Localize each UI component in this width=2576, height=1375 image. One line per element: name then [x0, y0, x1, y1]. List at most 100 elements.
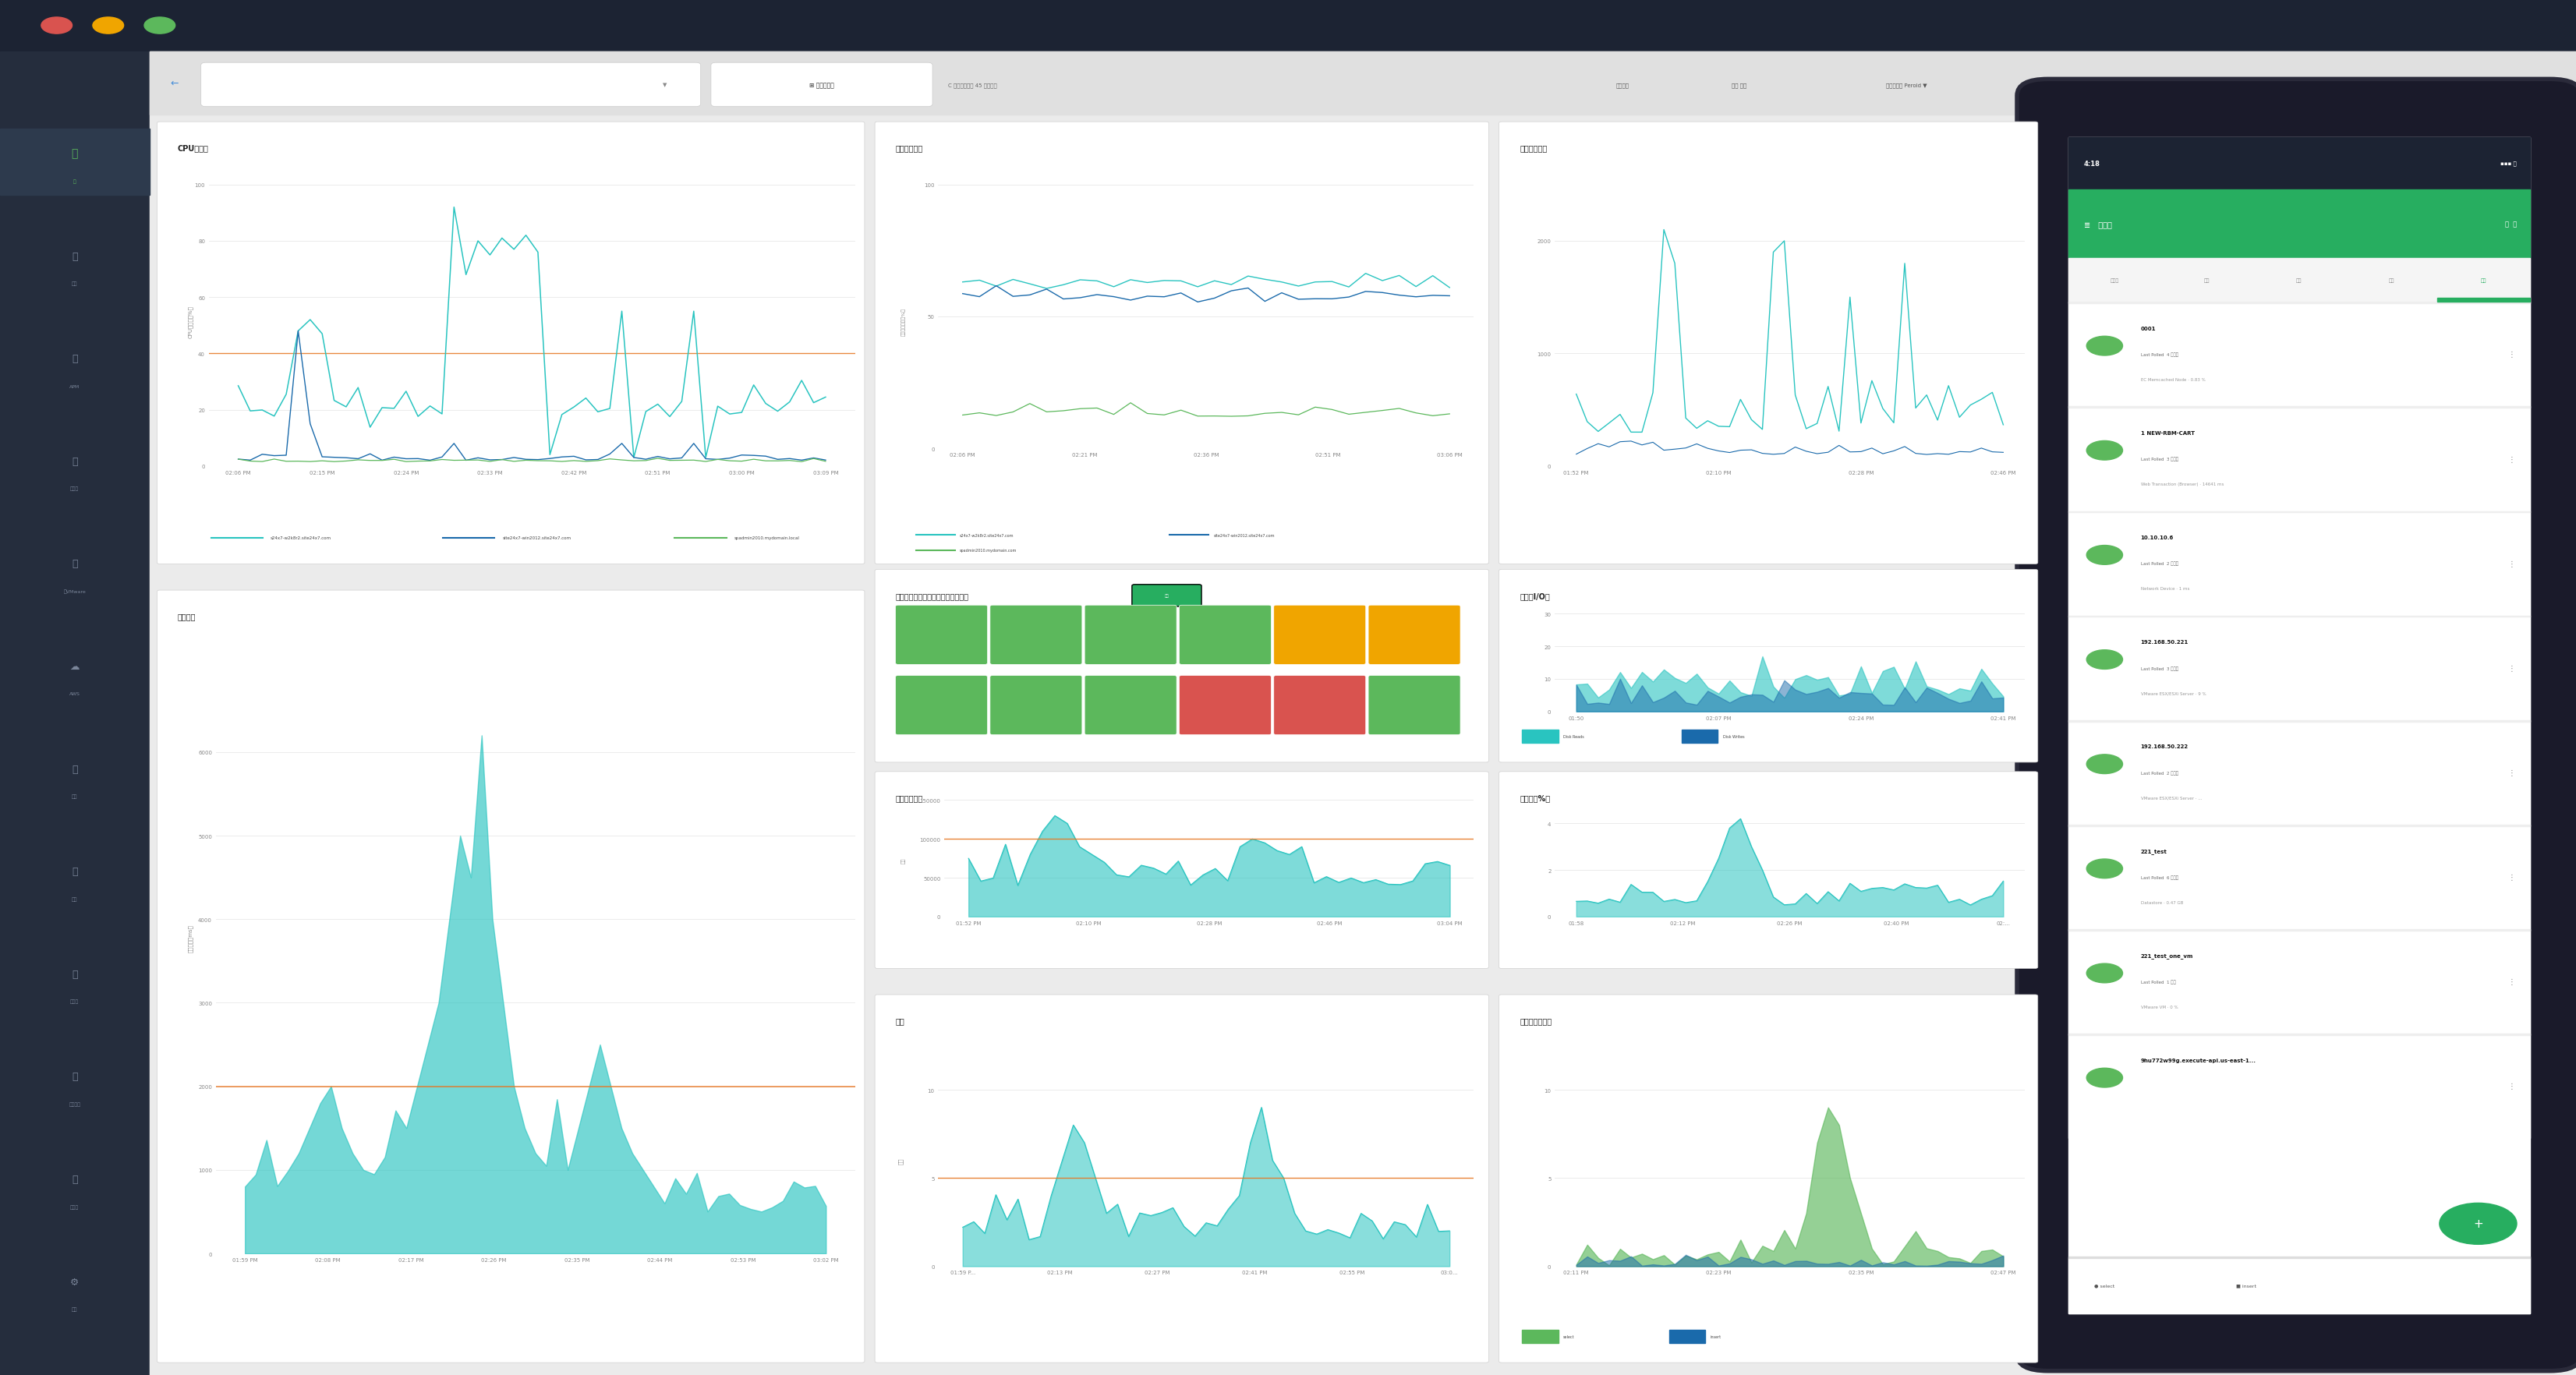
- Text: 4:18: 4:18: [2084, 160, 2099, 168]
- Text: ⚙: ⚙: [70, 1276, 80, 1287]
- Bar: [2069, 407, 2530, 512]
- Text: Last Polled  6 分鐘前: Last Polled 6 分鐘前: [2141, 874, 2179, 880]
- FancyBboxPatch shape: [1084, 605, 1177, 665]
- Bar: [1522, 1330, 1558, 1343]
- Text: VMware ESX/ESXi Server · 9 %: VMware ESX/ESXi Server · 9 %: [2141, 692, 2205, 696]
- Bar: [2069, 1258, 2530, 1313]
- Text: C 最近更新時間 45 第二年官: C 最近更新時間 45 第二年官: [948, 82, 997, 88]
- Text: Network Device · 1 ms: Network Device · 1 ms: [2141, 587, 2190, 591]
- Text: ⊞ 編輯儀表板: ⊞ 編輯儀表板: [809, 81, 835, 89]
- Text: ● select: ● select: [2094, 1284, 2115, 1287]
- Circle shape: [2087, 650, 2123, 670]
- Text: 記憶體利用率（%）: 記憶體利用率（%）: [902, 308, 904, 336]
- Bar: [2069, 190, 2530, 258]
- FancyBboxPatch shape: [1131, 584, 1200, 606]
- Text: AWS: AWS: [70, 692, 80, 696]
- FancyBboxPatch shape: [1368, 676, 1461, 736]
- Text: 📈: 📈: [72, 1174, 77, 1184]
- Text: ≡   監控器: ≡ 監控器: [2084, 220, 2112, 228]
- Text: CPU利用率（%）: CPU利用率（%）: [188, 305, 193, 338]
- Text: Last Polled  3 分鐘前: Last Polled 3 分鐘前: [2141, 665, 2179, 671]
- Bar: [1669, 1330, 1705, 1343]
- Text: 通量: 通量: [896, 1017, 904, 1024]
- Text: 的VMware: 的VMware: [64, 590, 85, 594]
- Text: ⋮: ⋮: [2509, 560, 2514, 568]
- FancyBboxPatch shape: [157, 122, 866, 564]
- Text: 行政: 行政: [72, 1306, 77, 1312]
- Text: EC Memcached Node · 0.83 %: EC Memcached Node · 0.83 %: [2141, 378, 2205, 382]
- Circle shape: [144, 18, 175, 34]
- Text: 生的 小時: 生的 小時: [1731, 82, 1747, 88]
- Text: 應用日誌: 應用日誌: [70, 1101, 80, 1106]
- Bar: [2069, 407, 2530, 408]
- Text: 自己的: 自己的: [2110, 278, 2120, 283]
- Text: 報告書: 報告書: [70, 1204, 80, 1209]
- Text: 9hu772w99g.execute-api.us-east-1...: 9hu772w99g.execute-api.us-east-1...: [2141, 1057, 2257, 1063]
- Circle shape: [2087, 441, 2123, 461]
- FancyBboxPatch shape: [1499, 771, 2038, 968]
- Bar: [2069, 511, 2530, 616]
- Text: 向上: 向上: [2481, 278, 2486, 283]
- FancyBboxPatch shape: [2017, 80, 2576, 1371]
- Text: select: select: [1564, 1335, 1574, 1338]
- Bar: [2069, 302, 2530, 304]
- Text: Last Polled  3 分鐘前: Last Polled 3 分鐘前: [2141, 456, 2179, 462]
- Bar: [2069, 138, 2530, 1313]
- Text: 收到的數據包: 收到的數據包: [896, 795, 922, 802]
- Text: 麻煩: 麻煩: [2295, 278, 2303, 283]
- Bar: [149, 52, 2576, 115]
- Text: 🏢: 🏢: [72, 866, 77, 877]
- FancyBboxPatch shape: [1368, 605, 1461, 665]
- Bar: [2069, 1034, 2530, 1035]
- Text: 🏠: 🏠: [72, 148, 77, 160]
- Text: site24x7-win2012.site24x7.com: site24x7-win2012.site24x7.com: [1213, 534, 1275, 538]
- Text: ⋮: ⋮: [2509, 664, 2514, 672]
- Circle shape: [41, 18, 72, 34]
- Bar: [2069, 1034, 2530, 1138]
- Circle shape: [2439, 1203, 2517, 1244]
- Text: spadmin2010.mydomain.com: spadmin2010.mydomain.com: [961, 549, 1018, 553]
- FancyBboxPatch shape: [876, 771, 1489, 968]
- Text: Last Polled  1 年前: Last Polled 1 年前: [2141, 979, 2177, 984]
- FancyBboxPatch shape: [989, 605, 1082, 665]
- FancyBboxPatch shape: [1180, 605, 1270, 665]
- Text: 221_test: 221_test: [2141, 848, 2166, 854]
- Text: Datastore · 0.47 GB: Datastore · 0.47 GB: [2141, 901, 2182, 905]
- Text: 通量: 通量: [899, 1158, 904, 1163]
- Text: Last Polled  2 分鐘前: Last Polled 2 分鐘前: [2141, 561, 2179, 566]
- Text: ⋮: ⋮: [2509, 873, 2514, 881]
- Text: 🔭: 🔭: [72, 353, 77, 364]
- Circle shape: [2087, 859, 2123, 879]
- Text: 10.10.10.6: 10.10.10.6: [2141, 535, 2174, 540]
- FancyBboxPatch shape: [1273, 605, 1365, 665]
- Text: 服務器監視器的監視類型中的監視器: 服務器監視器的監視類型中的監視器: [896, 593, 969, 600]
- Text: ⋮: ⋮: [2509, 978, 2514, 986]
- Text: 新的: 新的: [1164, 594, 1170, 598]
- Text: 🌐: 🌐: [72, 252, 77, 261]
- Bar: [2069, 616, 2530, 720]
- Circle shape: [2087, 546, 2123, 565]
- Text: 192.168.50.221: 192.168.50.221: [2141, 639, 2190, 645]
- Text: Last Polled  2 分鐘前: Last Polled 2 分鐘前: [2141, 770, 2179, 775]
- Text: Web Transaction (Browser) · 14641 ms: Web Transaction (Browser) · 14641 ms: [2141, 483, 2223, 487]
- Text: ←: ←: [170, 78, 178, 89]
- Bar: [0, 129, 149, 195]
- Text: spadmin2010.mydomain.local: spadmin2010.mydomain.local: [734, 536, 799, 540]
- Text: 磁盤（I/O）: 磁盤（I/O）: [1520, 593, 1551, 600]
- Text: 📡: 📡: [72, 969, 77, 979]
- FancyBboxPatch shape: [896, 605, 987, 665]
- Text: 服務器: 服務器: [70, 487, 80, 491]
- Bar: [2069, 825, 2530, 929]
- Circle shape: [93, 18, 124, 34]
- FancyBboxPatch shape: [876, 122, 1489, 564]
- FancyBboxPatch shape: [711, 63, 933, 107]
- Text: 真實顯示: 真實顯示: [2164, 82, 2177, 88]
- Text: Last Polled  4 分鐘前: Last Polled 4 分鐘前: [2141, 352, 2179, 357]
- Text: 📱: 📱: [72, 558, 77, 569]
- Text: 響應時間（ms）: 響應時間（ms）: [188, 924, 193, 951]
- Circle shape: [2087, 337, 2123, 356]
- FancyBboxPatch shape: [989, 676, 1082, 736]
- FancyBboxPatch shape: [157, 591, 866, 1363]
- FancyBboxPatch shape: [1180, 676, 1270, 736]
- Text: +: +: [2473, 1218, 2483, 1229]
